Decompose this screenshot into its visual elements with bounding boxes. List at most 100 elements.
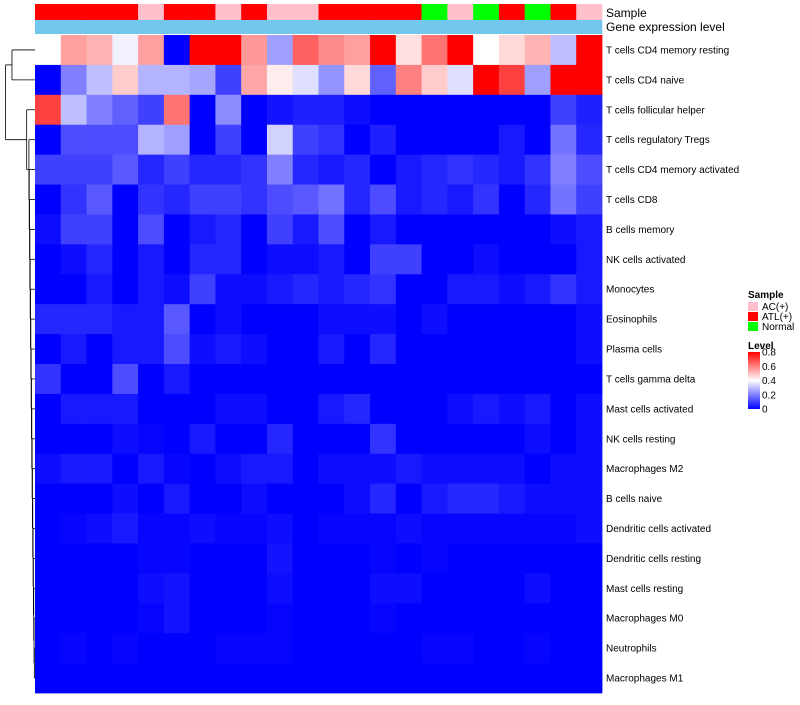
heatmap-cell xyxy=(576,453,603,485)
heatmap-cell xyxy=(447,214,474,245)
row-label: Macrophages M2 xyxy=(606,464,684,475)
heatmap-cell xyxy=(241,573,268,604)
heatmap-cell xyxy=(318,393,345,425)
heatmap-cell xyxy=(395,35,422,66)
heatmap-cell xyxy=(550,154,577,185)
heatmap-cell xyxy=(112,483,139,514)
heatmap-cell xyxy=(292,483,319,514)
sample-track-label: Sample xyxy=(606,6,647,20)
legend-sample-swatch xyxy=(748,322,758,331)
heatmap-cell xyxy=(138,124,165,156)
heatmap-cell xyxy=(138,393,165,425)
heatmap-cell xyxy=(266,483,294,514)
legend-sample-label: Normal xyxy=(762,322,794,333)
heatmap-cell xyxy=(112,124,139,156)
heatmap-cell xyxy=(215,64,242,96)
heatmap-cell xyxy=(421,64,448,96)
heatmap-cell xyxy=(318,35,345,66)
legend-sample-label: ATL(+) xyxy=(762,312,792,323)
heatmap-cell xyxy=(498,364,526,395)
heatmap-cell xyxy=(318,663,345,694)
heatmap-cell xyxy=(344,393,371,425)
heatmap-cell xyxy=(292,274,319,305)
heatmap-cell xyxy=(138,573,165,604)
heatmap-cell xyxy=(292,603,319,634)
heatmap-cell xyxy=(292,35,319,66)
heatmap-cell xyxy=(524,423,551,455)
row-label: Mast cells activated xyxy=(606,404,693,415)
heatmap-cell xyxy=(163,483,191,514)
legend-level-tick-label: 0.6 xyxy=(762,362,776,373)
row-label: Monocytes xyxy=(606,285,654,296)
heatmap-cell xyxy=(473,35,500,66)
heatmap-cell xyxy=(318,244,345,275)
heatmap-cell xyxy=(189,393,216,425)
heatmap-cell xyxy=(241,633,268,664)
heatmap-cell xyxy=(241,154,268,185)
heatmap-cell xyxy=(138,214,165,245)
heatmap-cell xyxy=(498,94,526,126)
heatmap-cell xyxy=(163,214,191,245)
heatmap-cell xyxy=(241,274,268,305)
heatmap-cell xyxy=(138,483,165,514)
heatmap-cell xyxy=(86,184,113,215)
row-label: B cells naive xyxy=(606,494,663,505)
heatmap-cell xyxy=(215,274,242,305)
heatmap-cell xyxy=(550,423,577,455)
heatmap-cell xyxy=(498,573,526,604)
heatmap-cell xyxy=(163,184,191,215)
heatmap-cell xyxy=(498,304,526,335)
heatmap-cell xyxy=(35,214,62,245)
heatmap-cell xyxy=(215,214,242,245)
heatmap-cell xyxy=(550,603,577,634)
heatmap-cell xyxy=(318,304,345,335)
heatmap-cell xyxy=(60,543,87,574)
heatmap-cell xyxy=(421,364,448,395)
gene-expression-cell xyxy=(163,20,190,34)
heatmap-cell xyxy=(447,184,474,215)
row-label: Plasma cells xyxy=(606,345,662,356)
heatmap-cell xyxy=(60,64,87,96)
heatmap-cell xyxy=(318,364,345,395)
heatmap-cell xyxy=(395,184,422,215)
heatmap-cell xyxy=(421,184,448,215)
legend-sample-label: AC(+) xyxy=(762,302,788,313)
gene-expression-cell xyxy=(215,20,242,34)
heatmap-cell xyxy=(370,663,397,694)
legend-level-colorbar xyxy=(748,352,760,409)
heatmap-cell xyxy=(576,483,603,514)
heatmap-cell xyxy=(498,633,526,664)
heatmap-cell xyxy=(35,64,62,96)
heatmap-cell xyxy=(292,364,319,395)
heatmap-cell xyxy=(241,483,268,514)
heatmap-cell xyxy=(35,663,62,694)
heatmap-cell xyxy=(163,334,191,365)
heatmap-cell xyxy=(524,154,551,185)
heatmap-cell xyxy=(447,64,474,96)
heatmap-cell xyxy=(35,244,62,275)
heatmap-cell xyxy=(292,214,319,245)
heatmap-cell xyxy=(138,453,165,485)
heatmap-cell xyxy=(473,64,500,96)
heatmap-cell xyxy=(344,274,371,305)
row-label: Neutrophils xyxy=(606,644,657,655)
heatmap-cell xyxy=(473,573,500,604)
heatmap-cell xyxy=(215,154,242,185)
heatmap-cell xyxy=(112,274,139,305)
heatmap-cell xyxy=(266,124,294,156)
heatmap-cell xyxy=(524,573,551,604)
heatmap-cell xyxy=(241,184,268,215)
heatmap-cell xyxy=(447,603,474,634)
heatmap-cell xyxy=(498,393,526,425)
heatmap-cell xyxy=(163,513,191,544)
heatmap-cell xyxy=(35,603,62,634)
heatmap-cell xyxy=(112,453,139,485)
row-label: T cells CD4 memory resting xyxy=(606,45,729,56)
legend-sample-title: Sample xyxy=(748,290,784,301)
heatmap-cell xyxy=(189,573,216,604)
heatmap-cell xyxy=(447,483,474,514)
heatmap-cell xyxy=(163,154,191,185)
heatmap-cell xyxy=(473,603,500,634)
heatmap-cell xyxy=(370,453,397,485)
